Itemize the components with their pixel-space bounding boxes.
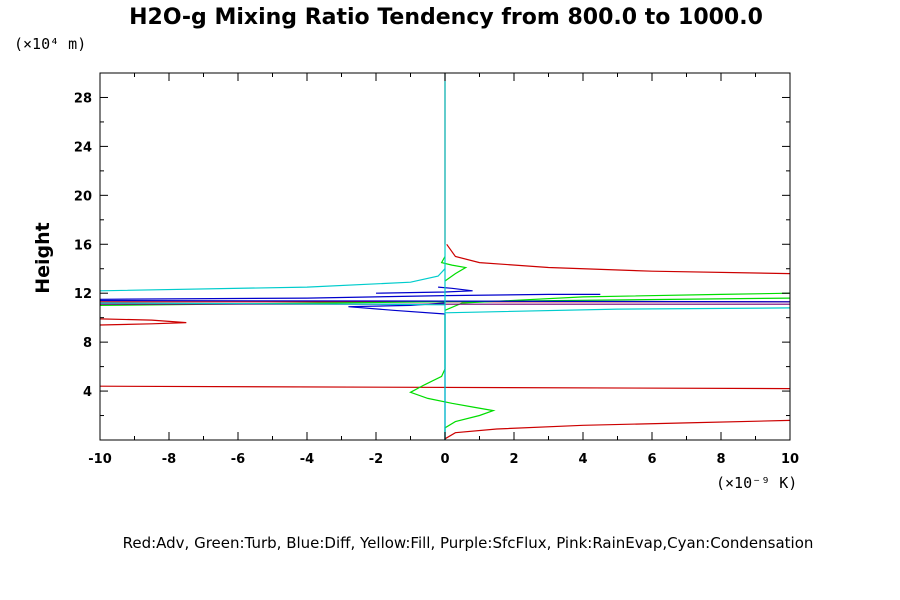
y-tick-label: 28 [74, 91, 92, 106]
y-tick-label: 4 [83, 385, 92, 400]
series-diff-line-4 [375, 286, 473, 294]
x-tick-label: -10 [88, 452, 112, 467]
chart-title: H2O-g Mixing Ratio Tendency from 800.0 t… [129, 5, 763, 30]
x-tick-label: 2 [509, 452, 518, 467]
y-unit-label: (×10⁴ m) [14, 35, 86, 53]
y-tick-label: 20 [74, 189, 92, 204]
x-tick-label: 10 [781, 452, 799, 467]
x-tick-label: -8 [162, 452, 176, 467]
y-tick-label: 12 [74, 287, 92, 302]
x-tick-label: 8 [716, 452, 725, 467]
x-tick-label: 0 [440, 452, 449, 467]
y-tick-label: 16 [74, 238, 92, 253]
x-tick-label: -2 [369, 452, 383, 467]
x-tick-label: 4 [578, 452, 587, 467]
series-adv-line-0 [444, 419, 791, 440]
x-unit-label: (×10⁻⁹ K) [716, 474, 797, 492]
series-turb-line-0 [409, 314, 496, 440]
series-adv-line-4 [446, 243, 791, 275]
series-turb-line-2 [444, 292, 791, 311]
x-tick-label: 6 [647, 452, 656, 467]
legend-text: Red:Adv, Green:Turb, Blue:Diff, Yellow:F… [123, 534, 814, 552]
y-tick-label: 24 [74, 140, 92, 155]
series-condensation-line-3 [99, 268, 446, 292]
x-tick-label: -4 [300, 452, 314, 467]
series-condensation-line-2 [99, 302, 446, 306]
series-adv-line-2 [99, 318, 187, 326]
x-tick-label: -6 [231, 452, 245, 467]
series-condensation-line-1 [444, 307, 791, 314]
y-tick-label: 8 [83, 336, 92, 351]
series-diff-line-3 [99, 293, 601, 300]
series-turb-line-3 [440, 256, 468, 282]
y-axis-label: Height [32, 222, 54, 294]
